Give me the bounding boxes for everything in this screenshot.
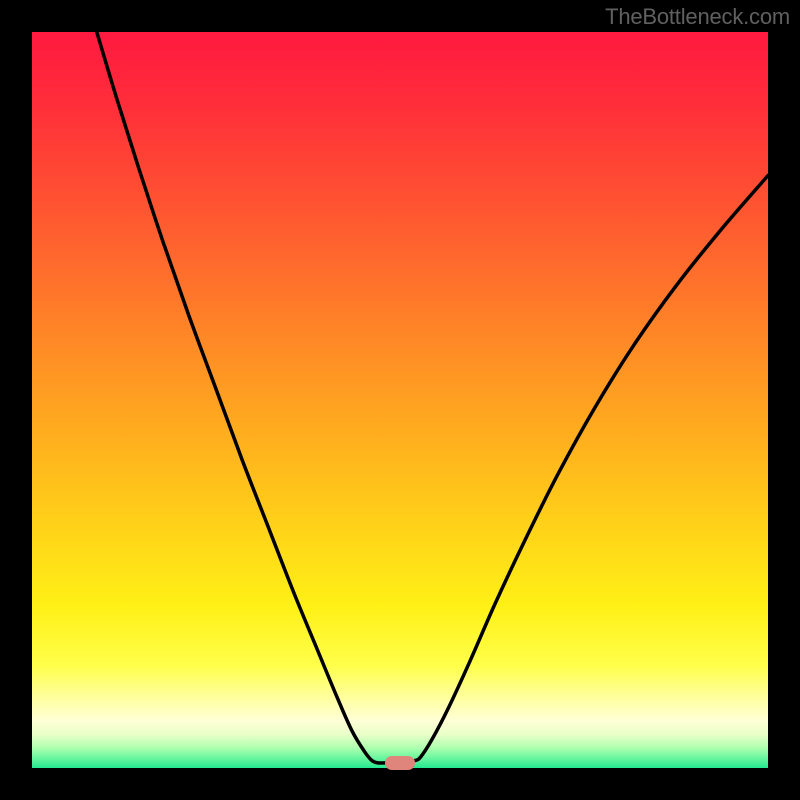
gradient-background	[32, 32, 768, 768]
plot-area	[32, 32, 768, 768]
optimal-point-marker	[385, 756, 415, 770]
watermark-text: TheBottleneck.com	[605, 4, 790, 30]
chart-stage: TheBottleneck.com	[0, 0, 800, 800]
